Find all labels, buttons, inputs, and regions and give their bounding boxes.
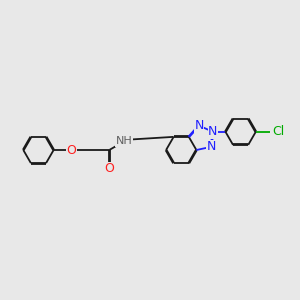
Text: N: N [208,125,218,138]
Text: N: N [194,119,204,132]
Text: Cl: Cl [273,125,285,138]
Text: NH: NH [116,136,133,146]
Text: O: O [66,143,76,157]
Text: O: O [104,163,114,176]
Text: N: N [206,140,216,153]
